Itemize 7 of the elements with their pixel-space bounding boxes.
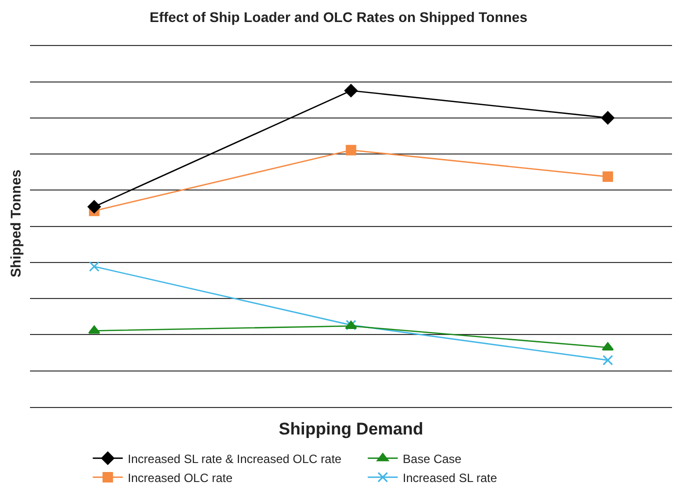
legend-label: Increased OLC rate — [128, 470, 233, 485]
legend-label: Increased SL rate — [402, 470, 498, 485]
chart-title: Effect of Ship Loader and OLC Rates on Shipped Tonnes — [150, 9, 528, 26]
y-axis-title: Shipped Tonnes — [8, 169, 24, 278]
legend-label: Increased SL rate & Increased OLC rate — [128, 452, 342, 466]
x-axis-title: Shipping Demand — [278, 420, 424, 438]
legend-label: Base Case — [402, 452, 462, 466]
